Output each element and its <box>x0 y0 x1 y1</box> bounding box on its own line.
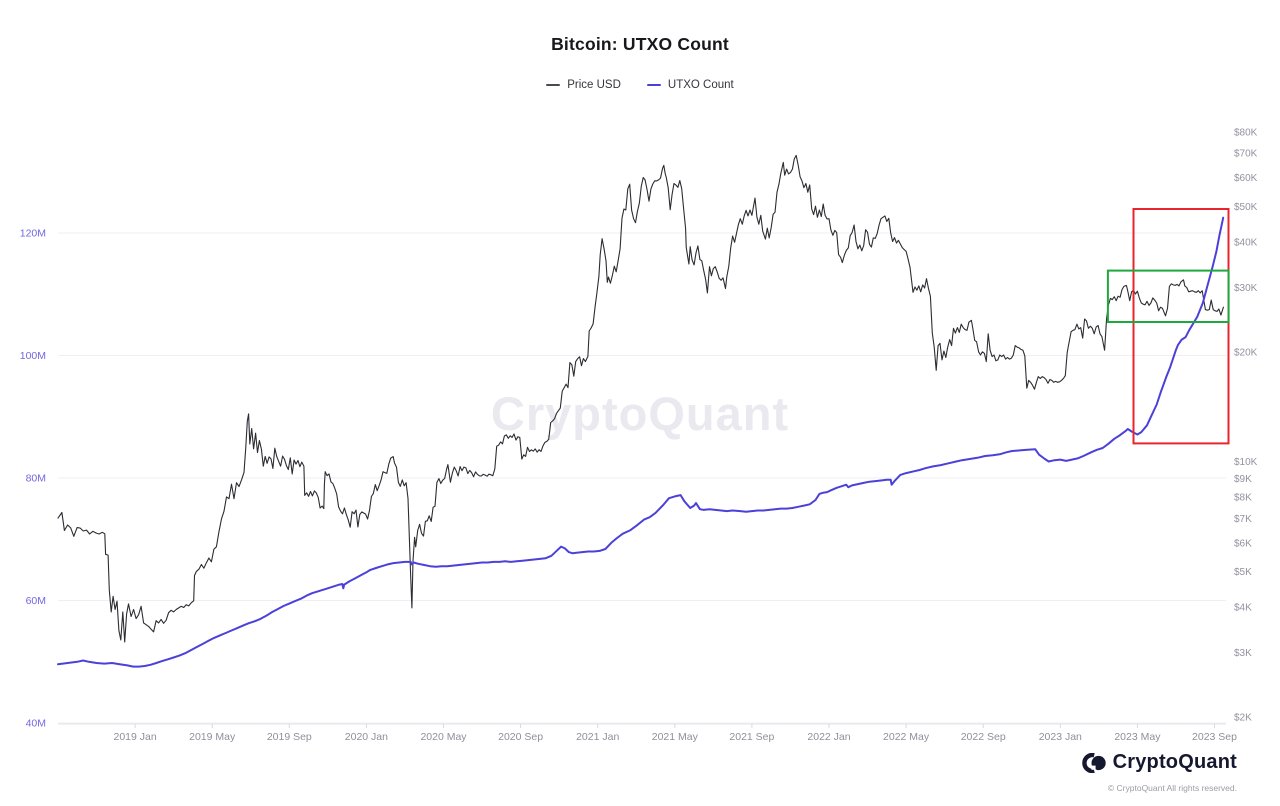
x-tick-label: 2021 Sep <box>729 731 774 743</box>
left-axis-label: 40M <box>26 718 46 730</box>
right-axis-label: $3K <box>1234 648 1252 659</box>
cryptoquant-logo: CryptoQuant <box>1081 751 1237 774</box>
green-annotation-box <box>1106 269 1230 324</box>
left-axis-label: 60M <box>26 595 46 607</box>
legend-item-price[interactable]: Price USD <box>546 79 621 91</box>
x-tick-label: 2023 Jan <box>1039 731 1082 743</box>
utxo-series-line <box>57 216 1225 668</box>
copyright-text: © CryptoQuant All rights reserved. <box>1107 783 1237 793</box>
right-axis-label: $8K <box>1234 493 1252 504</box>
utxo-legend-dash-icon <box>646 84 661 86</box>
right-axis-label: $9K <box>1234 474 1252 485</box>
x-tick-label: 2020 Sep <box>498 731 543 743</box>
legend: Price USD UTXO Count <box>0 79 1280 91</box>
right-axis-label: $2K <box>1234 713 1252 724</box>
page-title: Bitcoin: UTXO Count <box>551 34 729 54</box>
right-axis-label: $4K <box>1234 603 1252 614</box>
right-axis-label: $10K <box>1234 457 1258 468</box>
x-tick-label: 2019 May <box>189 731 236 743</box>
x-tick-label: 2021 Jan <box>576 731 619 743</box>
right-axis-label: $40K <box>1234 237 1258 248</box>
legend-label-utxo: UTXO Count <box>667 79 734 91</box>
right-axis-label: $7K <box>1234 514 1252 525</box>
x-tick-label: 2022 Sep <box>961 731 1006 743</box>
price-series-line <box>57 154 1224 643</box>
red-annotation-box <box>1132 208 1230 445</box>
x-tick-label: 2020 Jan <box>345 731 388 743</box>
x-tick-label: 2019 Sep <box>267 731 312 743</box>
x-tick-label: 2021 May <box>652 731 699 743</box>
x-tick-label: 2019 Jan <box>113 731 156 743</box>
left-axis-label: 100M <box>20 350 46 362</box>
left-axis-label: 80M <box>26 473 46 485</box>
right-axis-label: $30K <box>1234 283 1258 294</box>
left-axis-label: 120M <box>20 228 46 240</box>
cryptoquant-logo-text: CryptoQuant <box>1112 751 1237 773</box>
x-tick-label: 2023 Sep <box>1192 731 1237 743</box>
x-tick-label: 2020 May <box>420 731 467 743</box>
right-axis-label: $60K <box>1234 173 1258 184</box>
right-axis-label: $20K <box>1234 347 1258 358</box>
cryptoquant-logo-icon <box>1081 752 1106 773</box>
legend-label-price: Price USD <box>567 79 621 91</box>
right-axis-label: $5K <box>1234 567 1252 578</box>
right-axis-label: $70K <box>1234 149 1258 160</box>
right-axis-label: $6K <box>1234 538 1252 549</box>
x-tick-label: 2022 May <box>883 731 930 743</box>
x-tick-label: 2023 May <box>1114 731 1161 743</box>
legend-item-utxo[interactable]: UTXO Count <box>646 79 734 91</box>
right-axis-label: $80K <box>1234 127 1258 138</box>
watermark-text: CryptoQuant <box>491 387 789 440</box>
x-tick-label: 2022 Jan <box>807 731 850 743</box>
price-legend-dash-icon <box>546 84 561 86</box>
right-axis-label: $50K <box>1234 202 1258 213</box>
